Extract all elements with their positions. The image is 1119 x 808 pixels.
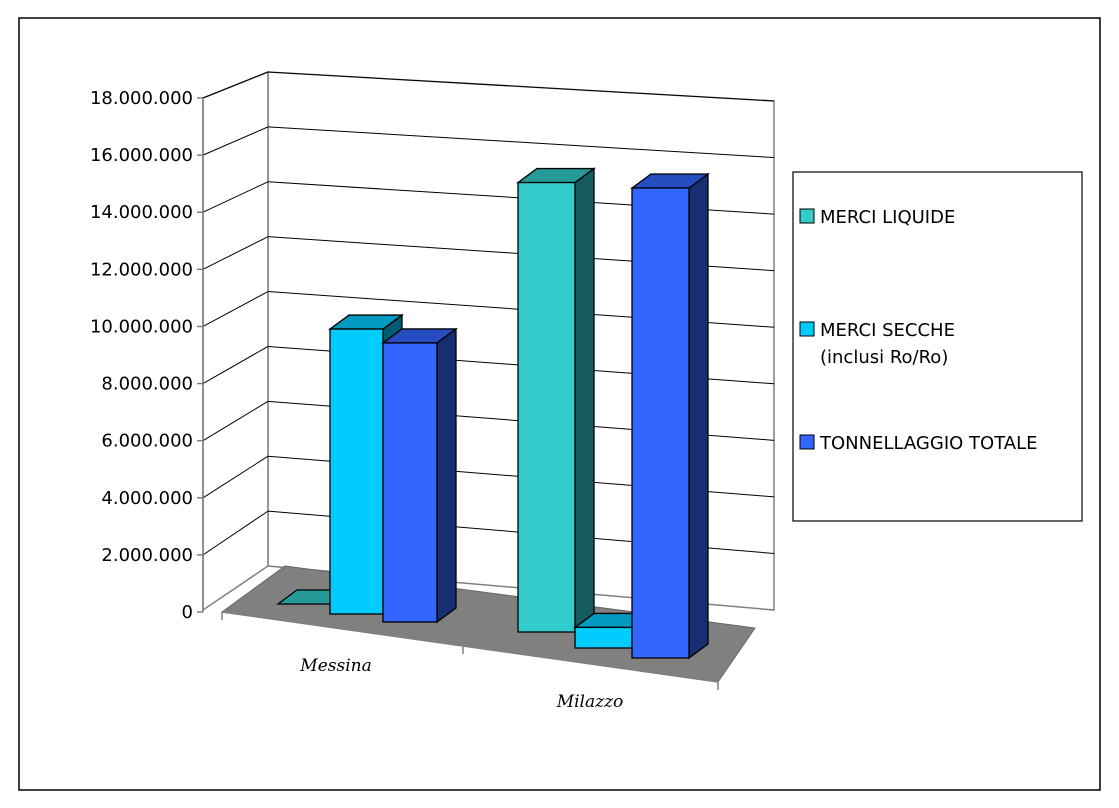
gridline <box>202 346 269 384</box>
y-tick-label: 2.000.000 <box>101 545 193 566</box>
gridline <box>202 126 269 156</box>
x-tick-label: Milazzo <box>556 692 624 712</box>
legend-item: MERCI LIQUIDE <box>799 207 955 228</box>
bar-side <box>436 327 457 624</box>
legend-swatch <box>799 434 815 450</box>
y-tick-label: 8.000.000 <box>101 374 193 395</box>
y-axis-ticks: 0 2.000.000 4.000.000 6.000.000 8.000.000 10.… <box>90 88 203 623</box>
bar <box>381 327 458 624</box>
gridline <box>202 400 269 442</box>
bar-front <box>574 626 633 649</box>
legend-box <box>792 171 1083 522</box>
y-tick-label: 16.000.000 <box>90 145 193 166</box>
gridline <box>202 510 269 556</box>
bar <box>630 172 710 660</box>
legend-item: MERCI SECCHE (inclusi Ro/Ro) <box>799 320 961 368</box>
y-tick-label: 10.000.000 <box>90 316 193 337</box>
bar-side <box>688 172 709 660</box>
legend-swatch <box>799 208 815 224</box>
bar-front <box>329 328 384 615</box>
bars <box>276 167 710 660</box>
gridline <box>202 71 269 99</box>
x-tick-label: Messina <box>299 656 371 676</box>
gridline <box>202 291 269 327</box>
x-axis-ticks <box>221 612 719 690</box>
gridline <box>267 71 775 102</box>
legend-label: MERCI SECCHE (inclusi Ro/Ro) <box>820 320 961 368</box>
gridline <box>202 236 269 270</box>
bar <box>516 167 596 634</box>
y-tick-label: 18.000.000 <box>90 88 193 109</box>
bar-front <box>382 342 438 623</box>
gridline <box>202 455 269 499</box>
legend: MERCI LIQUIDE MERCI SECCHE (inclusi Ro/R… <box>792 171 1083 522</box>
legend-label: MERCI LIQUIDE <box>820 207 955 228</box>
bar-front <box>631 187 690 659</box>
y-tick-label: 0 <box>182 602 193 623</box>
y-tick-label: 14.000.000 <box>90 202 193 223</box>
side-wall <box>202 70 269 612</box>
legend-item: TONNELLAGGIO TOTALE <box>799 433 1038 454</box>
x-axis-line <box>221 611 719 683</box>
bar-front <box>517 181 576 633</box>
gridline <box>267 126 775 159</box>
legend-swatch <box>799 321 815 337</box>
y-tick-label: 6.000.000 <box>101 431 193 452</box>
gridline <box>202 181 269 213</box>
legend-label: TONNELLAGGIO TOTALE <box>819 433 1038 454</box>
y-tick-label: 4.000.000 <box>101 488 193 509</box>
bar-side <box>574 167 595 634</box>
y-tick-label: 12.000.000 <box>90 259 193 280</box>
